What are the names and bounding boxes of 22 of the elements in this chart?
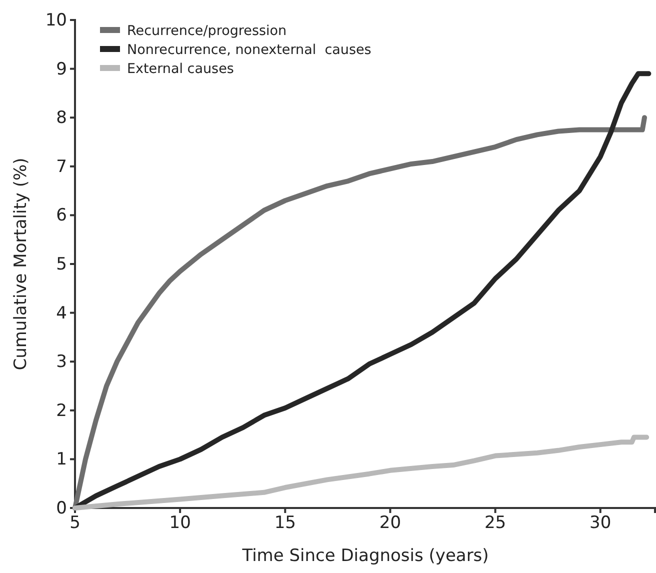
legend-label: Recurrence/progression [127, 23, 287, 39]
y-axis-title: Cumulative Mortality (%) [11, 158, 31, 370]
x-axis-title: Time Since Diagnosis (years) [241, 546, 489, 566]
x-tick-label: 20 [379, 513, 402, 534]
x-tick-label: 15 [274, 513, 296, 534]
x-tick-label: 25 [484, 513, 506, 534]
y-tick-label: 1 [56, 450, 67, 470]
y-tick-label: 3 [56, 352, 67, 372]
y-tick-label: 0 [56, 498, 67, 518]
y-tick-label: 7 [56, 156, 67, 177]
y-tick-label: 9 [56, 59, 67, 80]
x-tick-label: 5 [70, 513, 80, 534]
legend-label: Nonrecurrence, nonexternal causes [127, 42, 372, 58]
y-tick-label: 5 [56, 254, 67, 274]
x-tick-label: 30 [590, 513, 612, 534]
y-tick-label: 6 [56, 206, 67, 226]
y-tick-label: 8 [56, 108, 67, 128]
y-tick-label: 10 [45, 10, 67, 30]
x-tick-label: 10 [169, 513, 191, 534]
legend-label: External causes [127, 61, 234, 77]
y-tick-label: 4 [56, 303, 67, 324]
y-tick-label: 2 [56, 400, 67, 421]
